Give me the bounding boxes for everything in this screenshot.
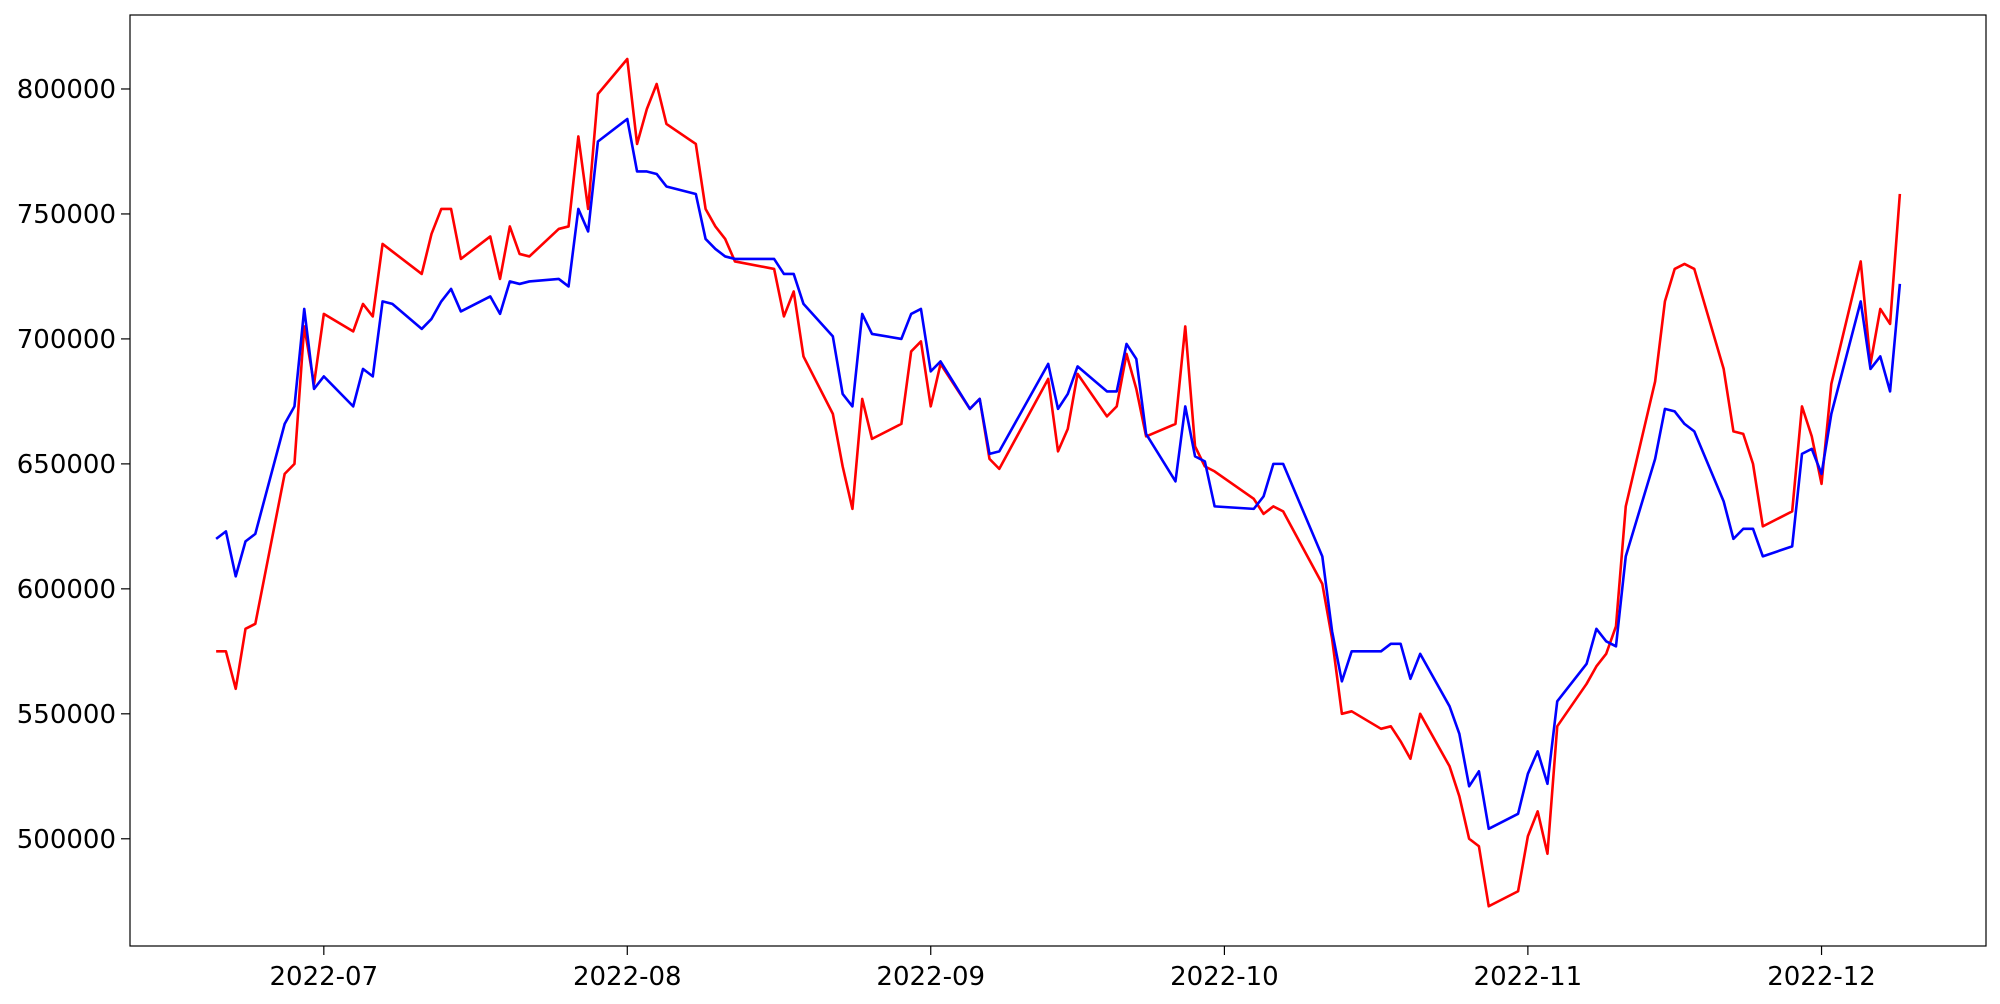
x-tick-label: 2022-11 (1474, 962, 1583, 992)
y-tick-label: 550000 (17, 700, 116, 730)
y-tick-label: 750000 (17, 200, 116, 230)
x-tick-label: 2022-07 (270, 962, 379, 992)
line-series (216, 57, 1902, 908)
plot-frame (129, 14, 1987, 947)
x-tick-label: 2022-09 (876, 962, 985, 992)
y-tick-label: 650000 (17, 450, 116, 480)
x-tick-label: 2022-12 (1767, 962, 1876, 992)
x-tick-label: 2022-10 (1170, 962, 1279, 992)
y-tick-label: 800000 (17, 75, 116, 105)
x-tick-label: 2022-08 (573, 962, 682, 992)
line-series (215, 117, 1902, 831)
y-tick-label: 700000 (17, 325, 116, 355)
y-tick-label: 600000 (17, 575, 116, 605)
y-tick-label: 500000 (17, 825, 116, 855)
